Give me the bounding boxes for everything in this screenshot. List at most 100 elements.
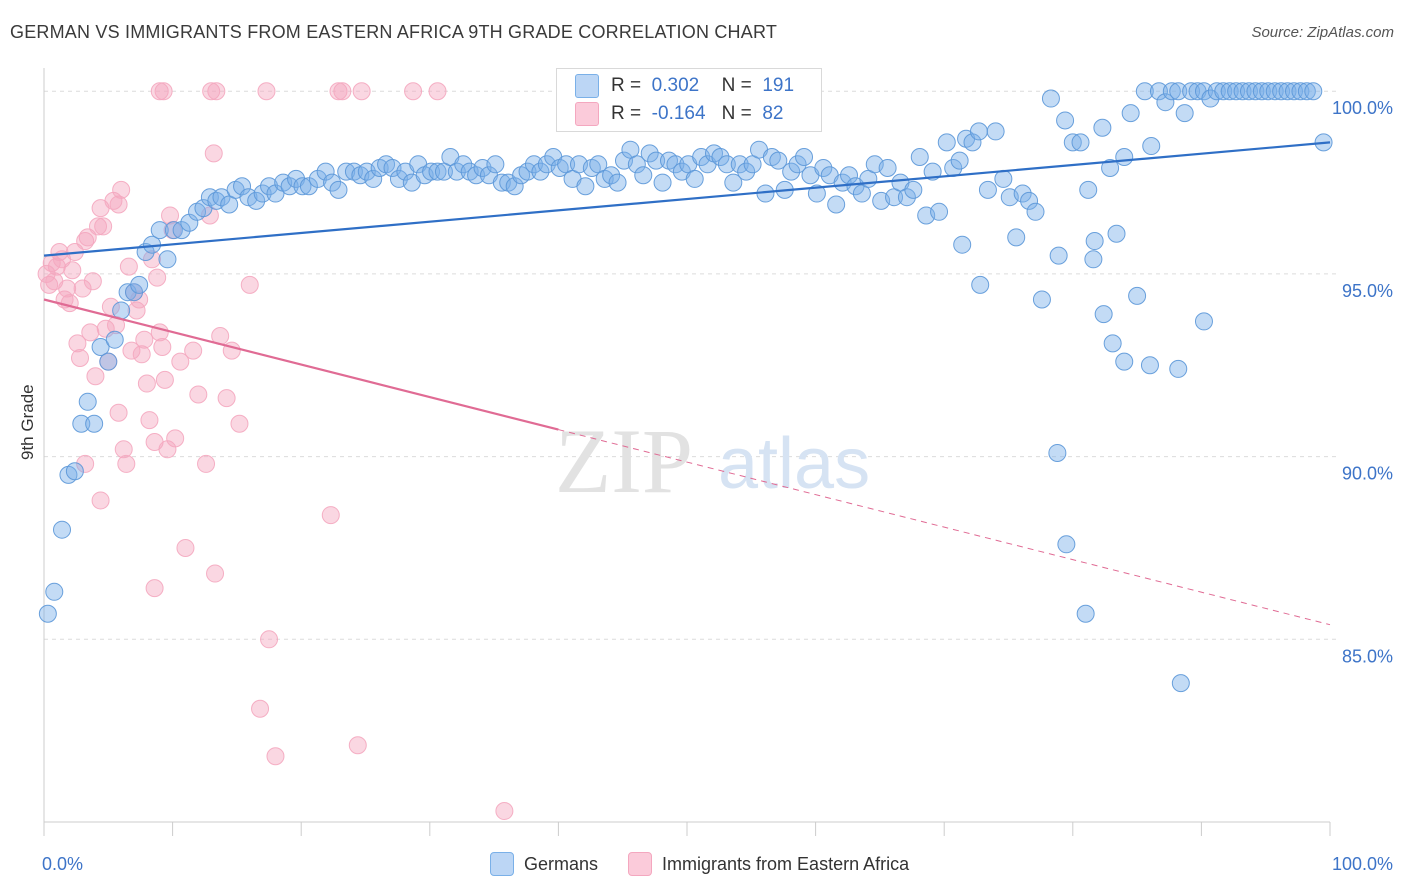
data-point [904,180,923,199]
data-point [1291,82,1310,101]
data-point [323,173,342,192]
data-point [1182,82,1201,101]
data-point [1115,352,1134,371]
data-point [247,191,266,210]
eastafrica-legend-swatch [628,852,653,876]
data-point [143,250,162,269]
data-point [333,82,352,101]
data-point [930,202,949,221]
data-point [105,330,124,349]
data-point [117,454,136,473]
data-point [627,155,646,174]
data-point [233,177,252,196]
x-tick-labels: 0.0% 100.0% [42,854,1393,874]
data-point [1278,82,1297,101]
data-point [50,243,69,261]
data-point [364,169,383,188]
data-point [1135,82,1154,101]
data-point [60,294,79,313]
data-point [1142,137,1161,156]
data-point [53,520,72,539]
data-point [172,221,191,240]
data-point [428,162,447,181]
data-point [1079,180,1098,199]
data-point [576,177,595,196]
y-tick-label: 85.0% [1342,646,1393,666]
data-point [130,275,149,294]
data-point [1259,82,1278,101]
data-point [85,414,104,433]
data-point [316,162,335,181]
data-point [950,151,969,170]
data-point [1140,356,1159,375]
data-point [1063,133,1082,152]
data-point [428,82,447,101]
n-label: N = [721,103,752,124]
data-point [253,184,272,203]
data-point [299,177,318,196]
data-point [647,151,666,170]
data-point [171,352,190,371]
data-point [260,630,279,649]
data-point [197,454,216,473]
data-point [1156,93,1175,112]
data-point [189,385,208,404]
data-point [212,188,231,207]
data-point [404,82,423,101]
data-point [711,148,730,166]
data-point [109,195,128,214]
data-point [724,173,743,192]
data-point [782,162,801,181]
data-point [1071,133,1090,152]
data-point [1175,104,1194,123]
data-point [1265,82,1284,101]
data-point [1252,82,1271,101]
data-point [1056,111,1075,130]
data-point [145,579,164,598]
legend-item-eastafrica[interactable]: Immigrants from Eastern Africa [628,852,909,876]
data-point [114,440,133,459]
data-point [38,604,57,623]
data-point [137,374,156,393]
data-point [91,338,110,356]
data-point [76,454,95,473]
data-point [1171,674,1190,693]
data-point [251,699,270,718]
data-point [329,180,348,199]
data-point [91,491,110,510]
watermark-zip: ZIP [555,410,693,512]
data-point [634,166,653,185]
data-point [495,802,514,821]
data-point [1093,118,1112,137]
data-point [266,747,285,766]
data-point [795,148,814,166]
legend-item-germans[interactable]: Germans [490,852,598,876]
data-point [1220,82,1239,101]
data-point [154,82,173,101]
watermark: ZIP atlas [555,410,870,512]
eastafrica-trend-extension [558,429,1331,626]
data-point [161,206,180,225]
data-point [1032,290,1051,309]
germans-legend-label: Germans [524,853,599,874]
data-point [1115,148,1134,166]
data-point [814,158,833,177]
data-point [122,341,141,360]
data-point [293,177,312,196]
data-point [454,155,473,174]
data-point [505,177,524,196]
data-point [1057,535,1076,554]
data-point [99,352,118,371]
data-point [135,330,154,349]
data-point [58,279,77,298]
data-point [81,323,100,342]
data-point [978,180,997,199]
x-tick-label-left: 0.0% [42,854,83,874]
data-point [447,162,466,181]
data-point [769,151,788,170]
data-point [308,169,327,188]
data-point [717,155,736,174]
trend-lines [43,141,1331,626]
data-point [1169,82,1188,101]
